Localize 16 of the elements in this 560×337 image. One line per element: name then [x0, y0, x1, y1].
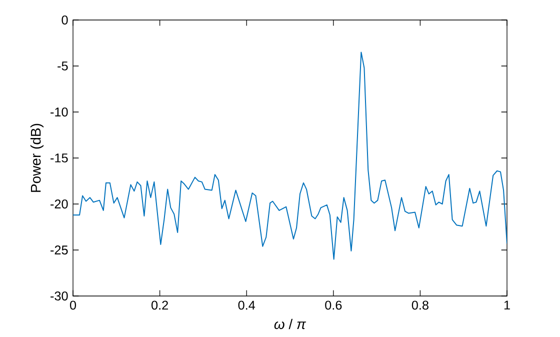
y-tick-label: -15 [50, 154, 68, 162]
y-axis-title: Power (dB) [30, 124, 44, 192]
x-tick-label: 1 [504, 300, 510, 310]
x-tick-label: 0.2 [152, 300, 168, 310]
x-tick-label: 0.4 [238, 300, 256, 310]
x-axis-title: ω / π [274, 318, 306, 330]
x-tick-label: 0.6 [325, 300, 342, 310]
y-tick-label: -10 [50, 108, 68, 116]
y-tick-label: -30 [50, 292, 68, 300]
y-tick-label: -5 [58, 62, 68, 70]
y-tick-label: 0 [62, 16, 68, 24]
y-tick-label: -25 [50, 246, 68, 254]
y-tick-label: -20 [50, 200, 68, 208]
x-tick-label: 0.8 [412, 300, 428, 310]
line-series [73, 52, 507, 260]
x-tick-label: 0 [70, 300, 76, 310]
